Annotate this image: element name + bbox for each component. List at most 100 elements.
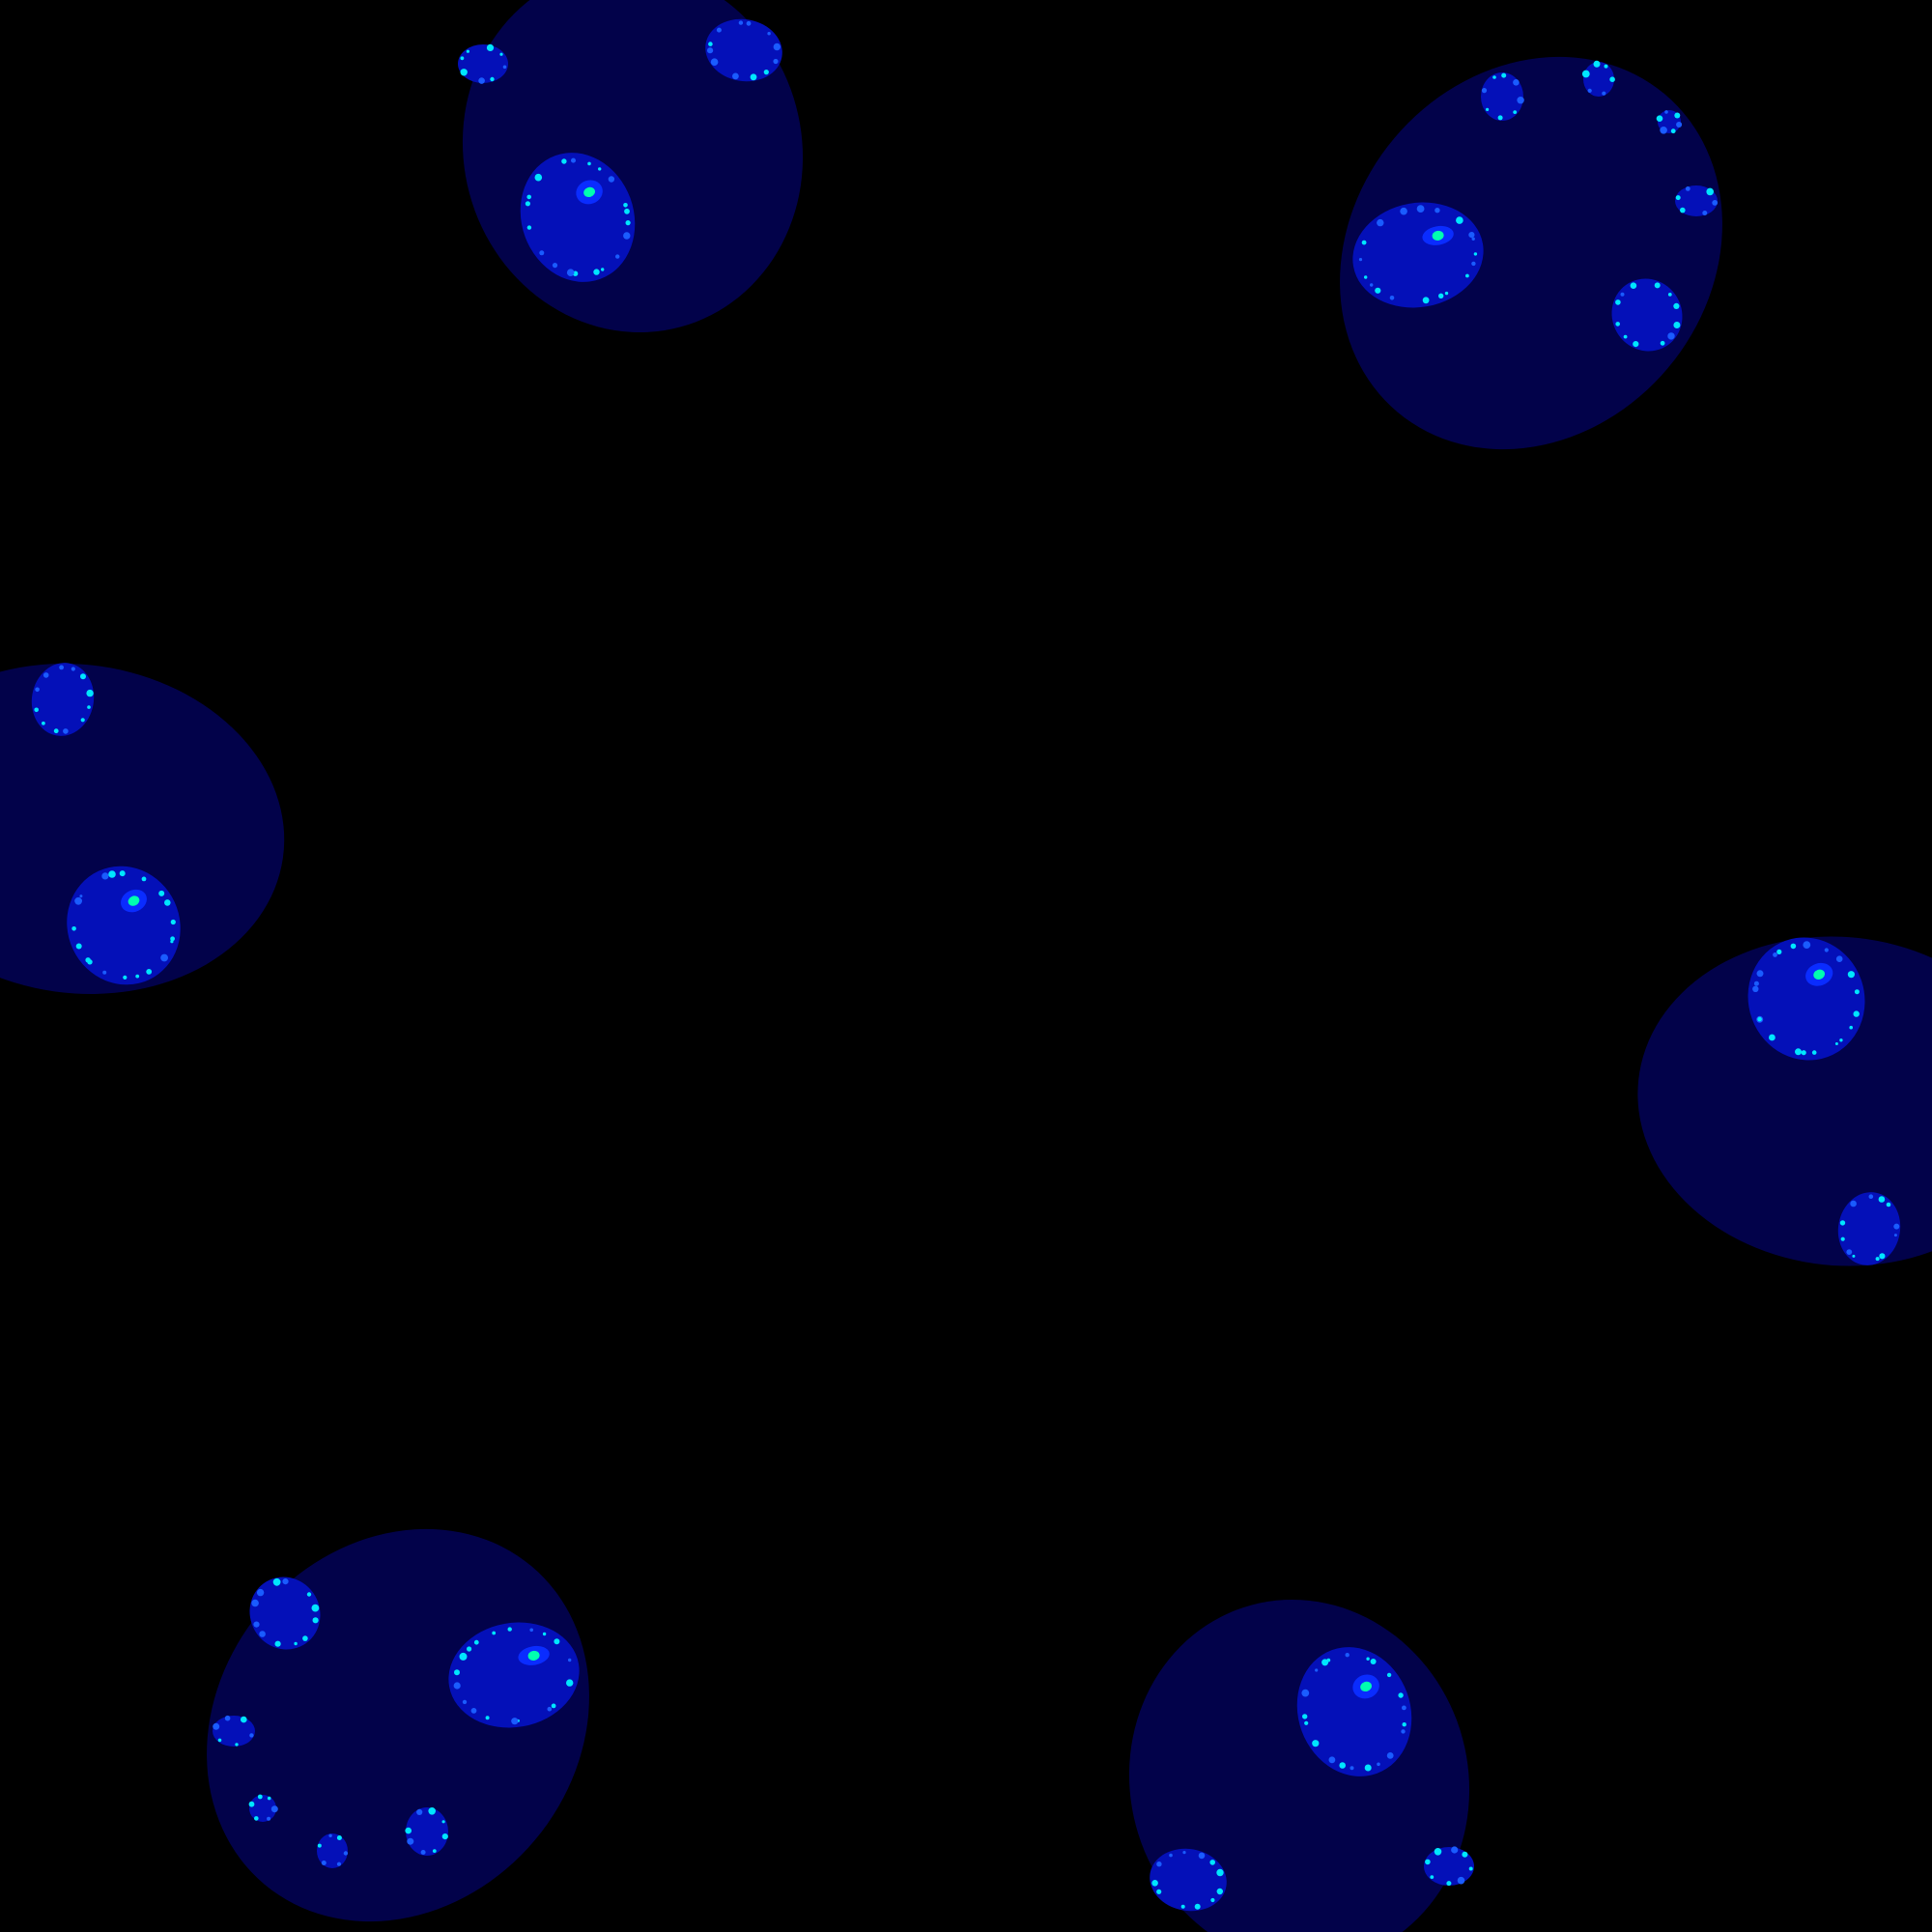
outer-blob bbox=[0, 664, 285, 994]
edge-dot bbox=[1776, 949, 1782, 955]
edge-dot bbox=[1361, 240, 1367, 245]
inner-blob bbox=[1150, 1848, 1227, 1912]
highlight-dot bbox=[583, 186, 595, 198]
highlight-dot bbox=[1432, 230, 1444, 241]
edge-dot bbox=[1358, 258, 1363, 262]
edge-dot bbox=[511, 1718, 519, 1725]
edge-dot bbox=[241, 1716, 247, 1723]
edge-dot bbox=[454, 1669, 460, 1676]
edge-dot bbox=[102, 970, 107, 975]
edge-dot bbox=[1685, 186, 1690, 191]
edge-dot bbox=[1513, 79, 1520, 86]
edge-dot bbox=[1486, 107, 1490, 111]
edge-dot bbox=[732, 72, 739, 80]
edge-dot bbox=[773, 43, 781, 51]
inner-blob bbox=[1424, 1847, 1474, 1886]
edge-dot bbox=[270, 1805, 278, 1813]
edge-dot bbox=[1886, 1202, 1891, 1208]
edge-dot bbox=[561, 158, 567, 164]
inner-blob bbox=[1481, 72, 1523, 121]
edge-dot bbox=[486, 43, 495, 52]
edge-dot bbox=[428, 1807, 437, 1815]
edge-dot bbox=[763, 70, 769, 75]
edge-dot bbox=[217, 1738, 222, 1743]
edge-dot bbox=[1835, 955, 1843, 962]
inner-blob bbox=[1747, 937, 1865, 1061]
edge-dot bbox=[1513, 110, 1518, 114]
edge-dot bbox=[1670, 128, 1676, 134]
edge-dot bbox=[123, 975, 128, 980]
edge-dot bbox=[1615, 322, 1620, 327]
edge-dot bbox=[405, 1827, 412, 1834]
edge-dot bbox=[1302, 1714, 1308, 1719]
edge-dot bbox=[1839, 1220, 1846, 1226]
edge-dot bbox=[80, 673, 86, 680]
edge-dot bbox=[1773, 952, 1777, 957]
edge-dot bbox=[302, 1635, 308, 1641]
edge-dot bbox=[1667, 293, 1672, 297]
edge-dot bbox=[253, 1621, 260, 1628]
edge-dot bbox=[1660, 340, 1665, 346]
edge-dot bbox=[1790, 943, 1797, 950]
edge-dot bbox=[170, 940, 174, 944]
edge-dot bbox=[478, 77, 485, 84]
edge-dot bbox=[1875, 1257, 1880, 1262]
inner-blob bbox=[249, 1577, 321, 1650]
edge-dot bbox=[1654, 282, 1661, 289]
edge-dot bbox=[601, 268, 605, 271]
edge-dot bbox=[1667, 332, 1675, 340]
edge-dot bbox=[101, 872, 109, 880]
edge-dot bbox=[623, 203, 628, 208]
edge-dot bbox=[1402, 1722, 1406, 1727]
edge-dot bbox=[343, 1851, 349, 1856]
edge-dot bbox=[267, 1796, 271, 1801]
edge-dot bbox=[710, 58, 719, 66]
edge-dot bbox=[1366, 1657, 1370, 1661]
edge-dot bbox=[306, 1592, 312, 1597]
inner-blob bbox=[406, 1807, 448, 1856]
edge-dot bbox=[767, 32, 771, 36]
edge-dot bbox=[1769, 1034, 1776, 1041]
edge-dot bbox=[311, 1604, 320, 1612]
edge-dot bbox=[328, 1833, 332, 1838]
edge-dot bbox=[158, 890, 165, 896]
edge-dot bbox=[235, 1743, 239, 1747]
inner-blob bbox=[249, 1795, 276, 1822]
edge-dot bbox=[1402, 1705, 1406, 1711]
edge-dot bbox=[1216, 1868, 1224, 1877]
edge-dot bbox=[1370, 1659, 1377, 1664]
edge-dot bbox=[1673, 302, 1680, 309]
highlight-dot bbox=[1360, 1681, 1372, 1692]
edge-dot bbox=[213, 1722, 220, 1730]
edge-dot bbox=[1840, 1236, 1845, 1241]
edge-dot bbox=[1839, 1038, 1843, 1042]
edge-dot bbox=[552, 263, 558, 269]
edge-dot bbox=[708, 42, 713, 46]
edge-dot bbox=[1209, 1860, 1215, 1865]
edge-dot bbox=[336, 1835, 342, 1840]
edge-dot bbox=[251, 1599, 259, 1607]
edge-dot bbox=[1328, 1756, 1336, 1764]
edge-dot bbox=[1182, 1851, 1186, 1855]
edge-dot bbox=[551, 1703, 556, 1709]
edge-dot bbox=[1680, 207, 1686, 213]
edge-dot bbox=[1604, 64, 1608, 69]
edge-dot bbox=[35, 687, 40, 693]
edge-dot bbox=[568, 1658, 572, 1662]
edge-dot bbox=[59, 665, 64, 670]
edge-dot bbox=[441, 1833, 448, 1840]
edge-dot bbox=[1364, 275, 1368, 279]
edge-dot bbox=[750, 73, 757, 81]
edge-dot bbox=[1850, 1200, 1857, 1208]
edge-dot bbox=[85, 957, 91, 963]
edge-dot bbox=[1456, 216, 1463, 224]
edge-dot bbox=[441, 1820, 445, 1824]
edge-dot bbox=[1350, 1766, 1354, 1771]
edge-dot bbox=[1811, 1050, 1817, 1055]
edge-dot bbox=[1593, 60, 1601, 68]
edge-dot bbox=[473, 1639, 479, 1645]
edge-dot bbox=[1879, 1253, 1886, 1260]
edge-dot bbox=[453, 1682, 461, 1690]
edge-dot bbox=[1752, 985, 1759, 992]
edge-dot bbox=[1471, 237, 1475, 241]
